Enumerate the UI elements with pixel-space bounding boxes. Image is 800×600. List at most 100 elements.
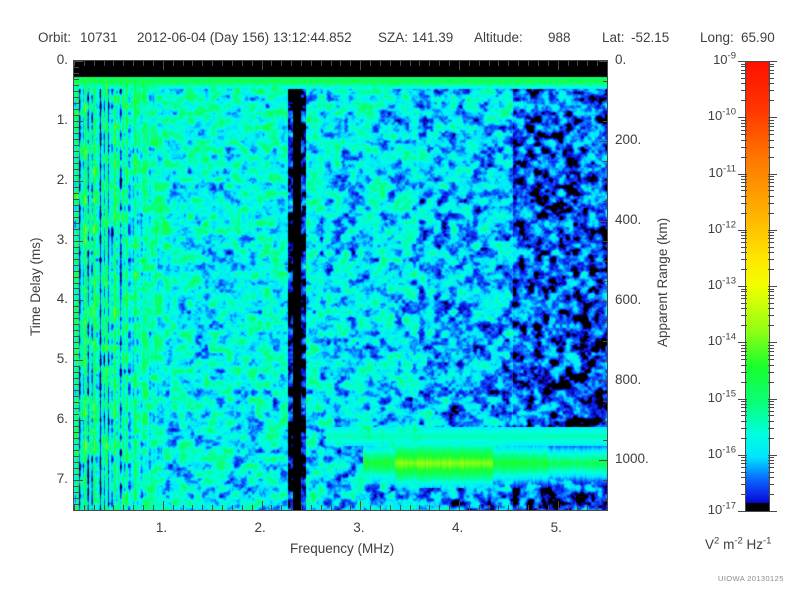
x-minor-tick (489, 505, 490, 510)
x-minor-tick (548, 505, 549, 510)
y-left-minor-tick (74, 402, 79, 403)
y-left-minor-tick (74, 85, 79, 86)
colorbar-minor-tick (768, 269, 774, 270)
lat-label: Lat: (602, 30, 625, 45)
colorbar-tick-label-0: 10-9 (713, 50, 736, 67)
colorbar-minor-tick (741, 186, 747, 187)
y-left-minor-tick (74, 318, 79, 319)
x-minor-tick-top (301, 61, 302, 66)
plot-border-left (73, 60, 74, 511)
y-left-minor-tick (74, 169, 79, 170)
colorbar-major-tick-r (768, 399, 777, 400)
colorbar-minor-tick (741, 345, 747, 346)
colorbar-minor-tick (768, 147, 774, 148)
y-left-minor-tick (74, 229, 79, 230)
colorbar-major-tick-r (768, 455, 777, 456)
colorbar-minor-tick (768, 196, 774, 197)
colorbar-minor-tick (768, 295, 774, 296)
colorbar-minor-tick (768, 401, 774, 402)
x-minor-tick-top (370, 61, 371, 66)
colorbar-minor-tick (741, 269, 747, 270)
x-minor-tick-top (508, 61, 509, 66)
x-tick-label-0: 1. (155, 520, 168, 535)
y-left-minor-tick (74, 432, 79, 433)
y-right-minor-tick (603, 440, 608, 441)
x-minor-tick-top (94, 61, 95, 66)
colorbar-minor-tick (768, 457, 774, 458)
x-minor-tick-top (410, 61, 411, 66)
x-minor-tick-top (212, 61, 213, 66)
x-minor-tick (449, 505, 450, 510)
colorbar-minor-tick (741, 203, 747, 204)
colorbar-minor-tick (741, 303, 747, 304)
colorbar-minor-tick (741, 123, 747, 124)
colorbar-tick-label-1: 10-10 (707, 106, 736, 124)
y-left-tick-label-6: 6. (56, 411, 68, 427)
colorbar-minor-tick (741, 247, 747, 248)
y-right-tick-label-3: 600. (615, 291, 642, 307)
y-left-minor-tick (74, 247, 79, 248)
y-left-major-tick (74, 121, 83, 122)
y-right-minor-tick (603, 421, 608, 422)
y-left-minor-tick (74, 378, 79, 379)
colorbar-minor-tick (741, 477, 747, 478)
colorbar-minor-tick (768, 83, 774, 84)
colorbar-minor-tick (741, 463, 747, 464)
x-minor-tick-top (252, 61, 253, 66)
colorbar-minor-tick (741, 134, 747, 135)
colorbar-minor-tick (768, 176, 774, 177)
x-minor-tick-top (74, 61, 75, 66)
y-right-minor-tick (603, 121, 608, 122)
colorbar-minor-tick (741, 232, 747, 233)
x-minor-tick-top (469, 61, 470, 66)
x-tick-label-3: 4. (451, 520, 464, 535)
x-minor-tick-top (577, 61, 578, 66)
y-left-minor-tick (74, 175, 79, 176)
x-minor-tick (104, 505, 105, 510)
x-major-tick (459, 501, 460, 510)
colorbar-minor-tick (741, 190, 747, 191)
colorbar-minor-tick (768, 460, 774, 461)
colorbar-minor-tick (741, 372, 747, 373)
colorbar-major-tick-l (738, 455, 747, 456)
x-minor-tick (183, 505, 184, 510)
y-left-minor-tick (74, 79, 79, 80)
y-left-minor-tick (74, 336, 79, 337)
colorbar-minor-tick (741, 157, 747, 158)
colorbar-minor-tick (741, 359, 747, 360)
colorbar-minor-tick (768, 140, 774, 141)
x-minor-tick (340, 505, 341, 510)
x-major-tick (558, 501, 559, 510)
colorbar-minor-tick (741, 467, 747, 468)
colorbar-minor-tick (741, 252, 747, 253)
x-minor-tick (242, 505, 243, 510)
y-left-major-tick (74, 181, 83, 182)
x-minor-tick-top (479, 61, 480, 66)
x-minor-tick-top (548, 61, 549, 66)
x-minor-tick (281, 505, 282, 510)
x-minor-tick (173, 505, 174, 510)
y-left-minor-tick (74, 217, 79, 218)
colorbar-unit-label: V2 m-2 Hz-1 (705, 535, 772, 552)
colorbar-minor-tick (768, 404, 774, 405)
y-left-minor-tick (74, 330, 79, 331)
colorbar-minor-tick (768, 90, 774, 91)
x-minor-tick-top (597, 61, 598, 66)
colorbar-major-tick-l (738, 286, 747, 287)
x-minor-tick-top (133, 61, 134, 66)
y-left-minor-tick (74, 109, 79, 110)
x-minor-tick-top (321, 61, 322, 66)
y-right-tick-label-1: 200. (615, 131, 642, 147)
y-left-minor-tick (74, 73, 79, 74)
colorbar-minor-tick (768, 126, 774, 127)
colorbar-major-tick-r (768, 286, 777, 287)
x-minor-tick (153, 505, 154, 510)
sza-value: 141.39 (412, 30, 454, 45)
x-minor-tick (568, 505, 569, 510)
x-minor-tick (479, 505, 480, 510)
y-right-major-tick (599, 301, 608, 302)
colorbar-minor-tick (741, 438, 747, 439)
x-minor-tick (439, 505, 440, 510)
x-minor-tick (538, 505, 539, 510)
colorbar-border-bottom (745, 511, 770, 512)
